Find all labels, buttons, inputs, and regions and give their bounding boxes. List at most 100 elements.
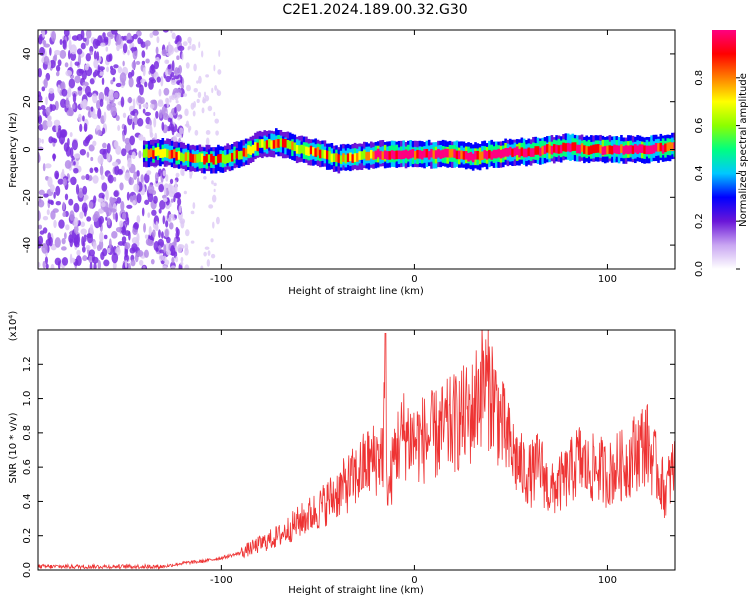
noise-speckle: [167, 184, 173, 193]
colorbar-tick-label: 0.4: [694, 165, 705, 181]
noise-speckle: [112, 77, 116, 82]
noise-speckle: [53, 138, 58, 144]
noise-speckle: [62, 39, 67, 50]
noise-speckle: [176, 92, 182, 98]
noise-speckle: [112, 161, 119, 167]
noise-speckle: [73, 167, 79, 174]
ridge-cell: [168, 150, 172, 159]
noise-speckle: [93, 59, 99, 69]
noise-speckle: [69, 147, 74, 159]
noise-speckle: [124, 260, 128, 269]
noise-speckle: [64, 159, 72, 169]
noise-speckle: [98, 216, 105, 225]
ridge-cell: [293, 142, 297, 152]
ridge-cell: [543, 145, 547, 154]
noise-speckle: [138, 259, 144, 266]
noise-speckle: [163, 113, 169, 121]
noise-speckle: [70, 44, 77, 55]
ridge-cell: [386, 151, 389, 160]
noise-speckle: [49, 184, 55, 193]
ridge-cell: [214, 156, 218, 165]
noise-speckle: [53, 191, 56, 199]
ridge-cell: [627, 145, 630, 155]
noise-speckle: [183, 93, 188, 97]
ridge-cell: [302, 145, 306, 155]
noise-speckle: [132, 200, 136, 206]
noise-speckle: [133, 183, 140, 193]
noise-speckle: [146, 170, 152, 176]
noise-speckle: [155, 46, 159, 55]
noise-speckle: [113, 190, 119, 197]
noise-speckle: [142, 265, 146, 269]
noise-speckle: [92, 175, 99, 184]
ridge-cell: [430, 148, 433, 158]
ridge-cell: [668, 142, 672, 151]
noise-speckle: [61, 246, 67, 251]
noise-speckle: [73, 202, 80, 213]
noise-speckle: [164, 69, 169, 76]
snr-ylabel: SNR (10 * v/v): [8, 412, 19, 483]
ridge-cell: [344, 154, 348, 164]
ridge-cell: [365, 151, 368, 161]
ridge-cell: [369, 149, 373, 159]
noise-speckle: [213, 188, 216, 193]
noise-speckle: [180, 261, 184, 266]
noise-speckle: [184, 108, 189, 117]
noise-speckle: [127, 157, 132, 167]
noise-speckle: [74, 61, 80, 66]
ridge-cell: [583, 145, 586, 154]
noise-speckle: [167, 216, 172, 223]
noise-speckle: [130, 259, 136, 267]
ridge-cell: [464, 150, 468, 160]
ridge-cell: [539, 147, 542, 157]
ridge-cell: [356, 153, 359, 162]
x-tick-label: -100: [210, 274, 233, 285]
ridge-cell: [434, 150, 438, 159]
noise-speckle: [83, 234, 87, 242]
snr-y-ticks: 0.0 0.2 0.4 0.6 0.8 1.0 1.2: [22, 356, 675, 578]
noise-speckle: [150, 79, 157, 84]
snr-series-line: [38, 330, 675, 570]
noise-speckle: [210, 253, 216, 259]
noise-speckle: [127, 97, 133, 104]
y-tick-label: 0.8: [22, 425, 33, 441]
noise-speckle: [71, 139, 78, 151]
noise-speckle: [130, 110, 136, 116]
noise-speckle: [38, 235, 44, 246]
noise-speckle: [154, 172, 159, 182]
noise-speckle: [69, 253, 73, 264]
ridge-cell: [520, 147, 524, 157]
noise-speckle: [67, 49, 71, 60]
colorbar-label: Normalized spectral amplitude: [738, 73, 749, 227]
noise-speckle: [180, 220, 185, 229]
noise-speckle: [181, 170, 185, 177]
ridge-cell: [485, 150, 489, 160]
noise-speckle: [204, 246, 210, 250]
ridge-cell: [601, 146, 605, 156]
noise-speckle: [153, 195, 158, 204]
ridge-cell: [339, 155, 343, 164]
ridge-cell: [407, 150, 410, 160]
ridge-cell: [203, 155, 206, 165]
ridge-cell: [281, 138, 285, 148]
noise-speckle: [124, 172, 131, 181]
ridge-cell: [388, 151, 392, 160]
noise-speckle: [145, 124, 152, 130]
ridge-cell: [360, 151, 364, 160]
noise-speckle: [183, 190, 187, 195]
noise-speckle: [107, 174, 114, 184]
noise-speckle: [185, 229, 190, 237]
noise-speckle: [96, 129, 103, 136]
noise-speckle: [108, 238, 112, 250]
noise-speckle: [63, 142, 69, 152]
noise-speckle: [171, 32, 176, 40]
noise-speckle: [57, 178, 64, 185]
noise-speckle: [104, 95, 108, 101]
ridge-cell: [198, 153, 202, 162]
noise-speckle: [69, 210, 75, 221]
noise-speckle: [185, 62, 190, 69]
ridge-cell: [559, 144, 563, 154]
noise-speckle: [76, 48, 83, 55]
noise-speckle: [49, 59, 56, 69]
noise-speckle: [160, 75, 164, 87]
